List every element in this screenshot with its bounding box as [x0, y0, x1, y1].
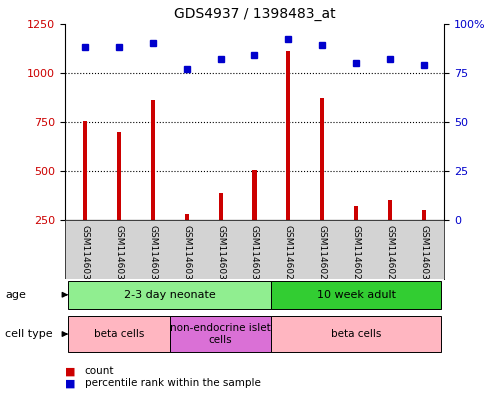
Text: GSM1146031: GSM1146031: [81, 225, 90, 285]
Text: age: age: [5, 290, 26, 300]
Bar: [271, 316, 441, 352]
Text: cell type: cell type: [5, 329, 52, 339]
Bar: [151, 100, 155, 220]
Text: 10 week adult: 10 week adult: [316, 290, 396, 300]
Text: GSM1146034: GSM1146034: [182, 225, 191, 285]
Text: GSM1146029: GSM1146029: [385, 225, 394, 285]
Text: GSM1146036: GSM1146036: [250, 225, 259, 285]
Text: ■: ■: [65, 378, 75, 388]
Text: GSM1146027: GSM1146027: [318, 225, 327, 285]
Text: GSM1146030: GSM1146030: [419, 225, 428, 285]
Text: GSM1146032: GSM1146032: [115, 225, 124, 285]
Text: beta cells: beta cells: [331, 329, 381, 339]
Text: non-endocrine islet
cells: non-endocrine islet cells: [170, 323, 271, 345]
Text: GSM1146028: GSM1146028: [352, 225, 361, 285]
Bar: [68, 316, 170, 352]
Text: count: count: [85, 366, 114, 376]
Text: GSM1146035: GSM1146035: [216, 225, 225, 285]
Bar: [219, 193, 223, 220]
Text: beta cells: beta cells: [94, 329, 144, 339]
Bar: [185, 214, 189, 220]
Text: ■: ■: [65, 366, 75, 376]
Text: percentile rank within the sample: percentile rank within the sample: [85, 378, 260, 388]
Bar: [422, 210, 426, 220]
Text: GSM1146026: GSM1146026: [284, 225, 293, 285]
Text: GSM1146033: GSM1146033: [148, 225, 157, 285]
Bar: [388, 200, 392, 220]
Bar: [117, 132, 121, 220]
Bar: [252, 170, 256, 220]
Text: 2-3 day neonate: 2-3 day neonate: [124, 290, 216, 300]
Bar: [286, 51, 290, 220]
Bar: [271, 281, 441, 309]
Bar: [354, 206, 358, 220]
Bar: [68, 281, 271, 309]
Bar: [320, 98, 324, 220]
Bar: [83, 121, 87, 220]
Title: GDS4937 / 1398483_at: GDS4937 / 1398483_at: [174, 7, 335, 21]
Bar: [170, 316, 271, 352]
